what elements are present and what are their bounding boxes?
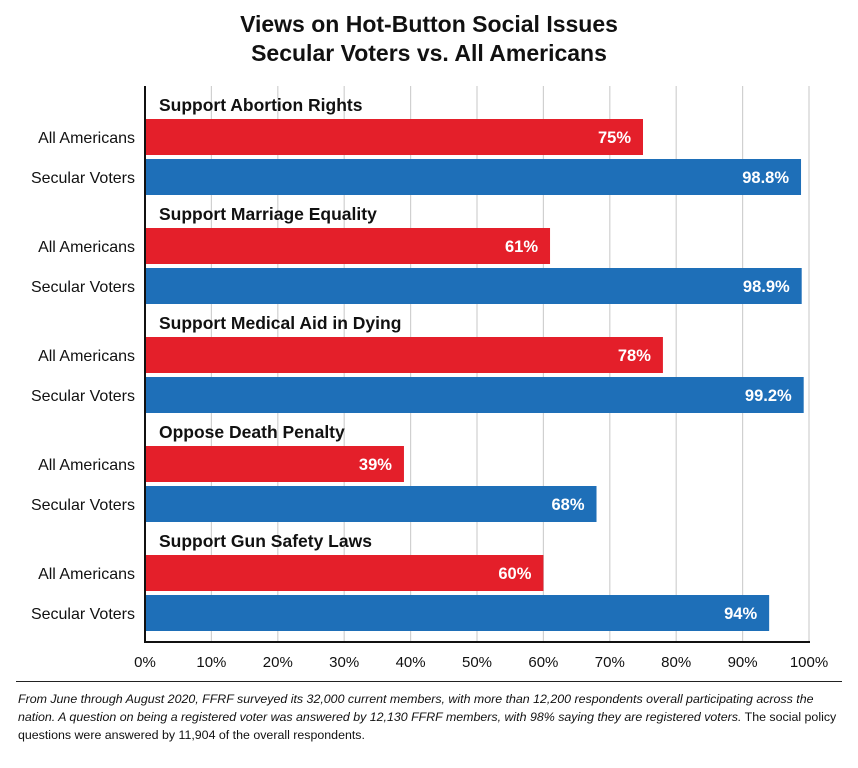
x-tick-label: 40% — [396, 654, 426, 671]
data-label: 94% — [724, 605, 757, 623]
bar-all-americans — [146, 555, 544, 591]
chart-subtitle: Secular Voters vs. All Americans — [251, 40, 607, 66]
footnote-normal-text: The social policy questions were answere… — [18, 710, 837, 742]
data-label: 78% — [618, 347, 651, 365]
category-label: All Americans — [38, 566, 135, 583]
bar-all-americans — [146, 119, 643, 155]
data-label: 99.2% — [745, 387, 792, 405]
x-tick-label: 50% — [462, 654, 492, 671]
data-label: 39% — [359, 456, 392, 474]
bar-all-americans — [146, 228, 551, 264]
category-label: All Americans — [38, 348, 135, 365]
category-label: Secular Voters — [31, 497, 135, 514]
category-label: All Americans — [38, 457, 135, 474]
data-label: 60% — [498, 565, 531, 583]
data-label: 98.9% — [743, 278, 790, 296]
chart-title: Views on Hot-Button Social Issues — [240, 11, 618, 37]
category-label: Secular Voters — [31, 388, 135, 405]
group-label: Support Gun Safety Laws — [159, 531, 372, 551]
category-label: Secular Voters — [31, 279, 135, 296]
group-label: Support Marriage Equality — [159, 204, 377, 224]
group-label: Oppose Death Penalty — [159, 422, 345, 442]
x-tick-label: 20% — [263, 654, 293, 671]
data-label: 75% — [598, 129, 631, 147]
bar-all-americans — [146, 446, 404, 482]
chart-title-block: Views on Hot-Button Social Issues Secula… — [0, 10, 858, 68]
x-tick-label: 100% — [790, 654, 828, 671]
x-tick-label: 80% — [661, 654, 691, 671]
x-tick-label: 30% — [329, 654, 359, 671]
group-label: Support Abortion Rights — [159, 95, 363, 115]
category-label: All Americans — [38, 239, 135, 256]
category-label: Secular Voters — [31, 170, 135, 187]
x-tick-label: 0% — [134, 654, 156, 671]
x-tick-label: 10% — [196, 654, 226, 671]
footnote: From June through August 2020, FFRF surv… — [18, 690, 838, 744]
bar-all-americans — [146, 337, 663, 373]
bar-secular-voters — [146, 268, 802, 304]
x-tick-label: 70% — [595, 654, 625, 671]
category-label: Secular Voters — [31, 606, 135, 623]
bar-secular-voters — [146, 377, 804, 413]
x-tick-label: 60% — [528, 654, 558, 671]
group-label: Support Medical Aid in Dying — [159, 313, 401, 333]
data-label: 98.8% — [742, 169, 789, 187]
data-label: 68% — [551, 496, 584, 514]
footnote-divider — [16, 681, 842, 682]
bar-secular-voters — [146, 159, 802, 195]
bar-secular-voters — [146, 486, 597, 522]
x-tick-label: 90% — [728, 654, 758, 671]
bar-secular-voters — [146, 595, 770, 631]
category-label: All Americans — [38, 130, 135, 147]
footnote-italic-text: From June through August 2020, FFRF surv… — [18, 692, 814, 724]
data-label: 61% — [505, 238, 538, 256]
